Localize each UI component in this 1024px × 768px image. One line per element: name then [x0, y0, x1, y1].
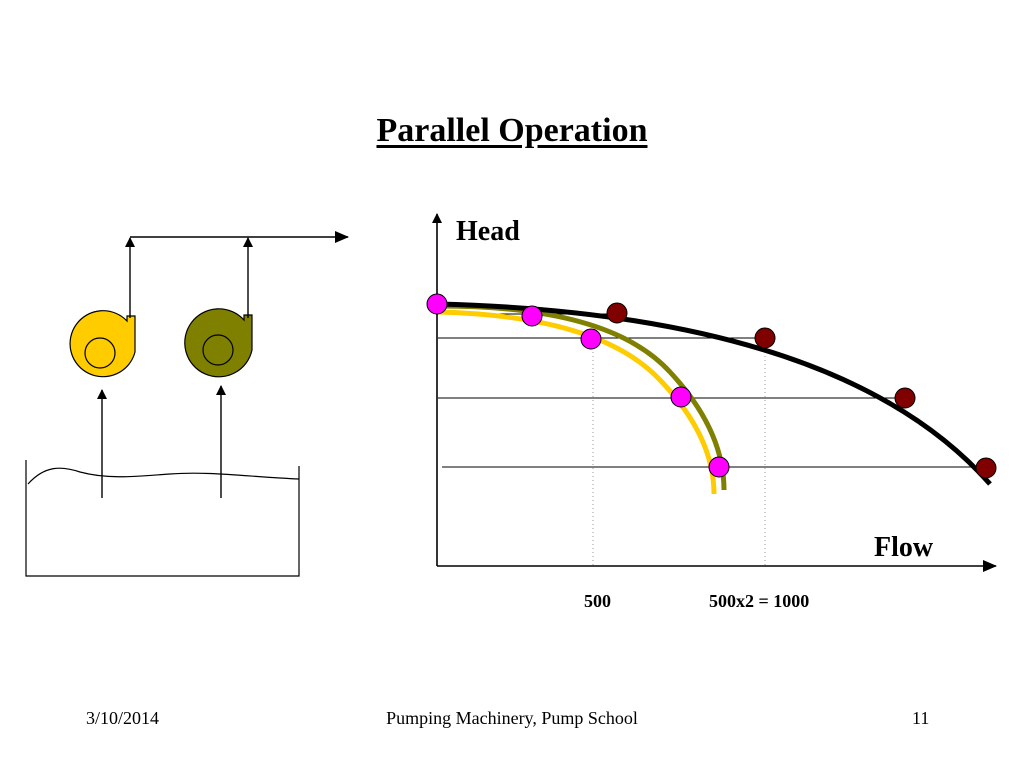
- pump-2: [184, 308, 253, 378]
- single-point: [670, 386, 692, 408]
- sump-tank: [25, 460, 300, 577]
- single-pump-points: [426, 293, 730, 478]
- pump-1-curve: [437, 309, 717, 495]
- pump-1: [69, 310, 136, 378]
- pump-2-impeller: [202, 334, 234, 366]
- footer-title: Pumping Machinery, Pump School: [386, 708, 638, 728]
- combined-point: [606, 302, 628, 324]
- slide-title: Parallel Operation: [376, 112, 648, 149]
- y-axis-label: Head: [456, 216, 520, 247]
- page-number: 11: [912, 708, 930, 728]
- x-axis-label: Flow: [874, 532, 934, 563]
- combined-point: [894, 387, 916, 409]
- tick-label-1000: 500x2 = 1000: [709, 591, 809, 611]
- combined-points: [606, 302, 997, 479]
- single-point: [521, 305, 543, 327]
- pump-2-volute: [184, 308, 253, 378]
- pump-1-volute: [69, 310, 136, 378]
- footer-date: 3/10/2014: [86, 708, 160, 728]
- single-point: [426, 293, 448, 315]
- water-surface: [27, 467, 300, 485]
- pump-1-impeller: [84, 337, 116, 369]
- combined-curve: [437, 301, 992, 486]
- tick-label-500: 500: [584, 591, 611, 611]
- head-flow-graph: Head Flow 500 500x2 = 1000: [426, 213, 997, 611]
- combined-point: [754, 327, 776, 349]
- combined-point: [975, 457, 997, 479]
- pump-schematic: [25, 231, 349, 577]
- single-point: [708, 456, 730, 478]
- single-point: [580, 328, 602, 350]
